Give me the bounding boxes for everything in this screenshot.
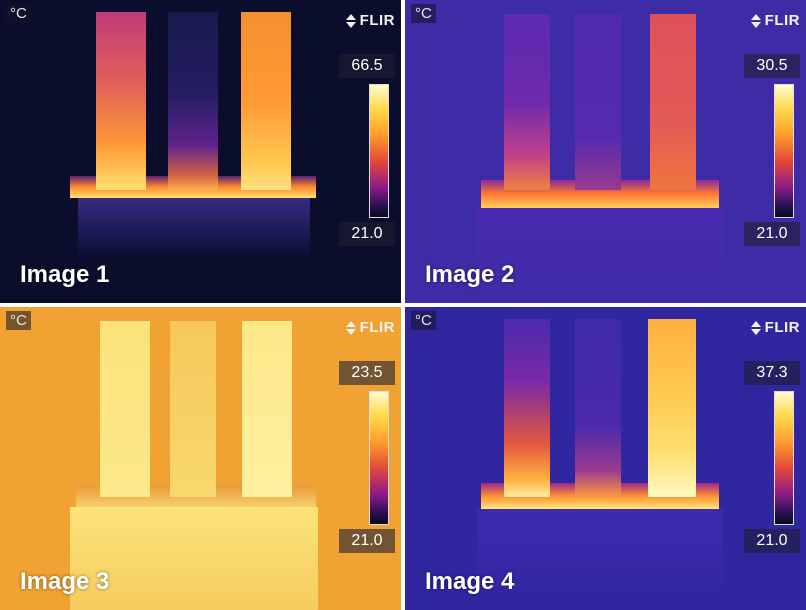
temperature-unit-label: °C: [6, 311, 31, 330]
flir-logo-text: FLIR: [764, 319, 800, 336]
temperature-scale-bar: [774, 84, 794, 218]
thermal-image-2: °C FLIR 30.5 21.0 Image 2: [405, 0, 806, 303]
thermal-scene: [405, 307, 806, 610]
max-temperature: 66.5: [339, 54, 395, 78]
min-temperature: 21.0: [744, 222, 800, 246]
min-temperature: 21.0: [744, 529, 800, 553]
flir-logo-icon: [345, 320, 357, 335]
thermal-image-3: °C FLIR 23.5 21.0 Image 3: [0, 307, 401, 610]
min-temperature: 21.0: [339, 222, 395, 246]
flir-logo-icon: [750, 13, 762, 28]
max-temperature: 23.5: [339, 361, 395, 385]
thermal-scene: [405, 0, 806, 303]
flir-logo-text: FLIR: [359, 319, 395, 336]
max-temperature: 37.3: [744, 361, 800, 385]
flir-logo: FLIR: [345, 319, 395, 336]
thermal-scene: [0, 0, 401, 303]
thermal-image-1: °C FLIR 66.5 21.0 Image 1: [0, 0, 401, 303]
flir-logo: FLIR: [750, 319, 800, 336]
temperature-unit-label: °C: [411, 311, 436, 330]
flir-logo-text: FLIR: [359, 12, 395, 29]
flir-logo-icon: [345, 13, 357, 28]
min-temperature: 21.0: [339, 529, 395, 553]
temperature-unit-label: °C: [411, 4, 436, 23]
temperature-scale-bar: [774, 391, 794, 525]
temperature-unit-label: °C: [6, 4, 31, 23]
flir-logo-text: FLIR: [764, 12, 800, 29]
flir-logo: FLIR: [750, 12, 800, 29]
image-caption: Image 2: [425, 261, 515, 288]
temperature-scale-bar: [369, 84, 389, 218]
thermal-image-4: °C FLIR 37.3 21.0 Image 4: [405, 307, 806, 610]
image-caption: Image 1: [20, 261, 110, 288]
image-caption: Image 3: [20, 568, 110, 595]
flir-logo: FLIR: [345, 12, 395, 29]
image-caption: Image 4: [425, 568, 515, 595]
temperature-scale-bar: [369, 391, 389, 525]
thermal-scene: [0, 307, 401, 610]
max-temperature: 30.5: [744, 54, 800, 78]
flir-logo-icon: [750, 320, 762, 335]
